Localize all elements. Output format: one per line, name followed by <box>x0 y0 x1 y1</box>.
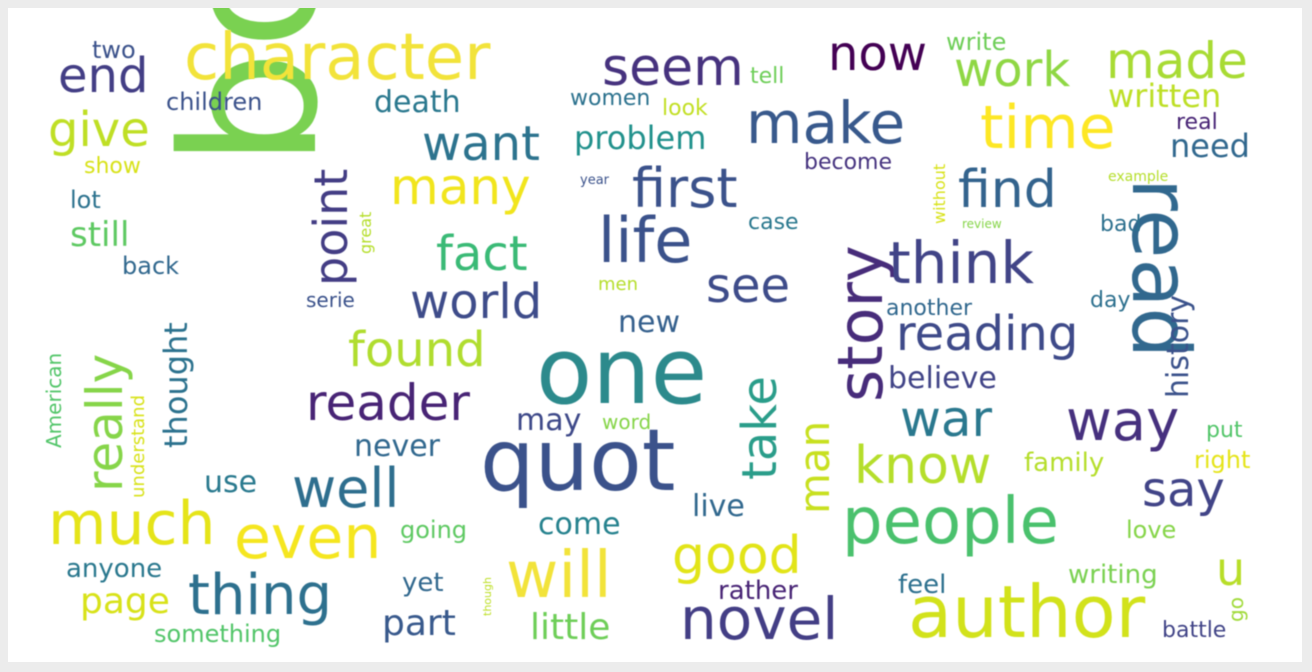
word-right: right <box>1194 446 1251 474</box>
word-see: see <box>706 258 791 314</box>
word-rather: rather <box>718 576 798 606</box>
word-author: author <box>908 570 1146 654</box>
word-serie: serie <box>306 288 355 312</box>
word-put: put <box>1206 418 1243 443</box>
word-use: use <box>204 465 258 500</box>
word-little: little <box>530 607 611 648</box>
word-something: something <box>154 620 282 648</box>
word-problem: problem <box>574 119 707 157</box>
word-writing: writing <box>1068 560 1158 590</box>
word-look: look <box>662 96 708 121</box>
word-say: say <box>1142 462 1225 518</box>
word-take: take <box>732 376 788 480</box>
word-find: find <box>958 160 1057 220</box>
word-need: need <box>1170 127 1250 165</box>
word-cloud: book character quot one read author peop… <box>8 8 1302 662</box>
word-found: found <box>348 322 486 378</box>
word-know: know <box>854 436 992 496</box>
word-back: back <box>122 252 180 280</box>
word-seem: seem <box>602 38 744 98</box>
word-work: work <box>954 42 1071 98</box>
word-end: end <box>58 48 149 104</box>
word-new: new <box>618 305 681 340</box>
word-history: history <box>1161 294 1196 398</box>
word-bad: bad <box>1100 212 1142 237</box>
word-now: now <box>828 26 928 82</box>
word-first: first <box>632 157 738 220</box>
word-tell: tell <box>750 64 785 89</box>
word-feel: feel <box>898 570 947 600</box>
word-even: even <box>234 503 382 573</box>
word-children: children <box>166 88 263 116</box>
word-good: good <box>672 526 802 586</box>
word-way: way <box>1066 389 1180 454</box>
word-world: world <box>410 274 543 330</box>
word-thing: thing <box>188 563 333 628</box>
word-show: show <box>84 154 141 179</box>
word-written: written <box>1108 77 1222 115</box>
word-may: may <box>516 403 582 438</box>
word-yet: yet <box>402 568 444 598</box>
word-much: much <box>48 489 216 559</box>
word-write: write <box>946 28 1007 56</box>
word-believe: believe <box>888 361 997 396</box>
word-many: many <box>390 158 531 216</box>
word-review: review <box>962 217 1002 231</box>
word-page: page <box>80 581 170 622</box>
word-become: become <box>804 150 893 175</box>
word-well: well <box>292 457 400 520</box>
word-reader: reader <box>306 374 470 432</box>
word-case: case <box>748 210 799 235</box>
word-real: real <box>1176 110 1218 135</box>
word-without: without <box>930 163 949 224</box>
word-love: love <box>1126 516 1177 544</box>
word-made: made <box>1106 32 1248 90</box>
word-two: two <box>92 36 136 64</box>
word-will: will <box>506 539 612 613</box>
word-part: part <box>382 603 456 644</box>
word-lot: lot <box>70 186 101 214</box>
word-year: year <box>580 173 610 188</box>
word-example: example <box>1108 169 1169 185</box>
word-understand: understand <box>128 394 149 498</box>
word-time: time <box>980 93 1116 163</box>
word-give: give <box>48 102 150 158</box>
word-women: women <box>570 86 651 111</box>
word-go: go <box>1224 597 1248 622</box>
word-day: day <box>1090 288 1131 313</box>
word-quot: quot <box>480 411 676 511</box>
word-reading: reading <box>896 306 1079 362</box>
word-think: think <box>888 229 1034 297</box>
word-great: great <box>356 211 375 254</box>
word-anyone: anyone <box>66 554 163 584</box>
word-fact: fact <box>436 226 528 282</box>
word-story: story <box>824 245 897 402</box>
word-man: man <box>790 420 839 514</box>
word-battle: battle <box>1162 618 1227 643</box>
word-life: life <box>598 204 693 277</box>
word-men: men <box>598 274 639 295</box>
word-really: really <box>76 353 134 492</box>
word-u: u <box>1216 542 1246 596</box>
word-come: come <box>538 507 621 542</box>
word-live: live <box>692 489 745 524</box>
word-novel: novel <box>680 585 839 653</box>
word-family: family <box>1024 448 1105 478</box>
word-though: though <box>481 577 494 616</box>
word-point: point <box>304 168 358 286</box>
word-make: make <box>746 89 906 157</box>
word-word: word <box>602 410 652 434</box>
word-american: American <box>42 352 66 448</box>
word-war: war <box>900 390 993 448</box>
word-another: another <box>886 296 973 321</box>
word-death: death <box>374 85 461 120</box>
word-thought: thought <box>157 322 195 448</box>
word-still: still <box>70 215 130 255</box>
word-never: never <box>354 429 441 464</box>
word-character: character <box>184 21 491 95</box>
word-want: want <box>422 116 540 172</box>
word-one: one <box>536 318 708 425</box>
word-people: people <box>842 485 1059 559</box>
word-going: going <box>400 516 468 544</box>
